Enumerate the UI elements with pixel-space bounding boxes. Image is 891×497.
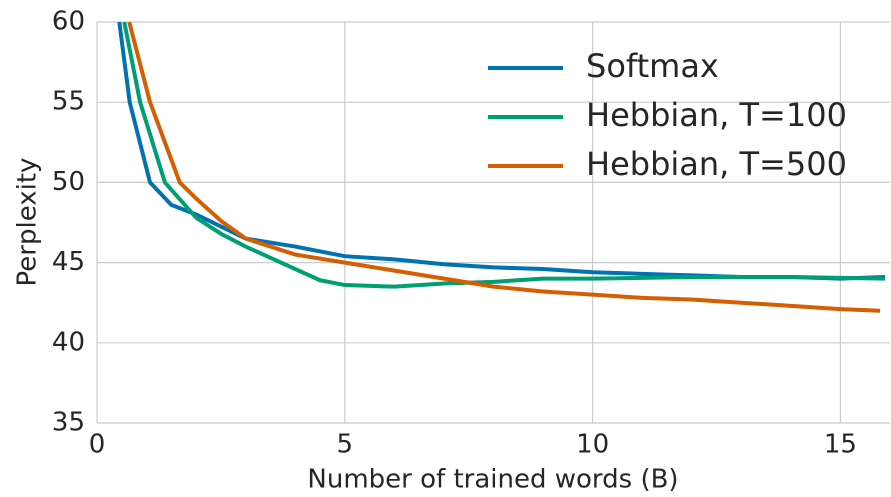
x-tick-label: 15: [824, 430, 857, 460]
y-tick-label: 40: [52, 327, 85, 357]
x-tick-label: 10: [576, 430, 609, 460]
y-tick-label: 50: [52, 167, 85, 197]
x-tick-label: 0: [89, 430, 106, 460]
x-tick-label: 5: [337, 430, 354, 460]
legend-label: Softmax: [586, 47, 719, 85]
y-tick-label: 35: [52, 408, 85, 438]
y-tick-label: 55: [52, 87, 85, 117]
y-axis-label: Perplexity: [13, 158, 43, 287]
y-tick-label: 45: [52, 247, 85, 277]
line-series: [122, 22, 886, 289]
x-axis-label: Number of trained words (B): [307, 465, 678, 495]
line-series: [127, 22, 881, 313]
y-tick-label: 60: [52, 7, 85, 37]
legend-label: Hebbian, T=100: [586, 96, 847, 134]
legend-label: Hebbian, T=500: [586, 145, 847, 183]
